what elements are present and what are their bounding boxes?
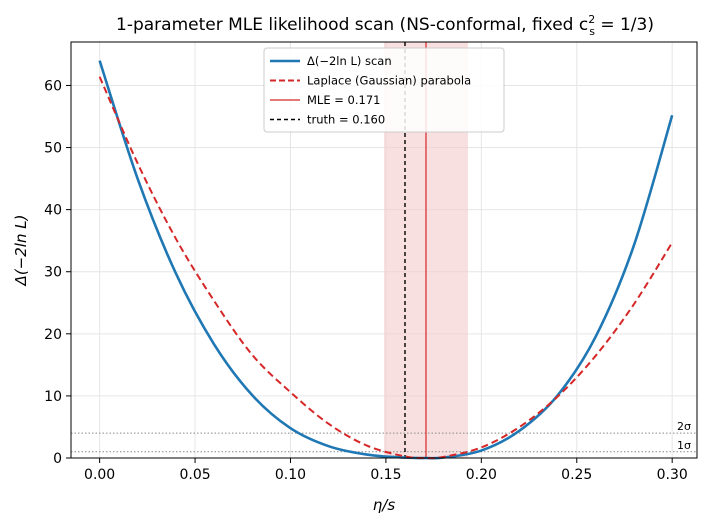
legend: Δ(−2ln L) scan Laplace (Gaussian) parabol… [263,47,505,133]
legend-label-truth: truth = 0.160 [307,113,385,127]
x-tick-label: 0.15 [370,467,401,483]
x-tick-label: 0.30 [657,467,688,483]
x-tick-label: 0.20 [466,467,497,483]
sigma-label-2: 2σ [677,420,691,433]
y-tick-label: 30 [44,265,62,281]
axes-layer: 0.00 0.05 0.10 0.15 0.20 0.25 0.30 0 10 20 30 40 50 6… [44,41,698,483]
chart-title-main: 1-parameter MLE likelihood scan (NS-conf… [116,15,588,35]
chart-title-sup: 2 [588,13,595,26]
y-axis-title: Δ(−2ln L) [12,215,30,287]
x-axis-title: η/s [373,496,396,514]
legend-box [263,47,505,133]
legend-label-laplace: Laplace (Gaussian) parabola [307,74,471,88]
x-tick-label: 0.10 [275,467,306,483]
legend-label-mle: MLE = 0.171 [307,93,380,107]
y-tick-label: 50 [44,141,62,157]
laplace-curve [98,76,674,460]
sigma-label-1: 1σ [677,439,691,452]
y-tick-label: 40 [44,203,62,219]
y-tick-label: 20 [44,327,62,343]
chart-title-sub: s [589,25,595,38]
chart-title-tail: = 1/3) [595,15,654,35]
x-tick-label: 0.00 [84,467,115,483]
y-tick-label: 0 [53,451,62,467]
x-tick-label: 0.05 [179,467,210,483]
plot-frame [70,41,698,459]
chart-title: 1-parameter MLE likelihood scan (NS-conf… [116,13,654,38]
y-tick-label: 60 [44,78,62,94]
legend-label-scan: Δ(−2ln L) scan [307,54,392,68]
x-tick-label: 0.25 [561,467,592,483]
y-tick-label: 10 [44,389,62,405]
